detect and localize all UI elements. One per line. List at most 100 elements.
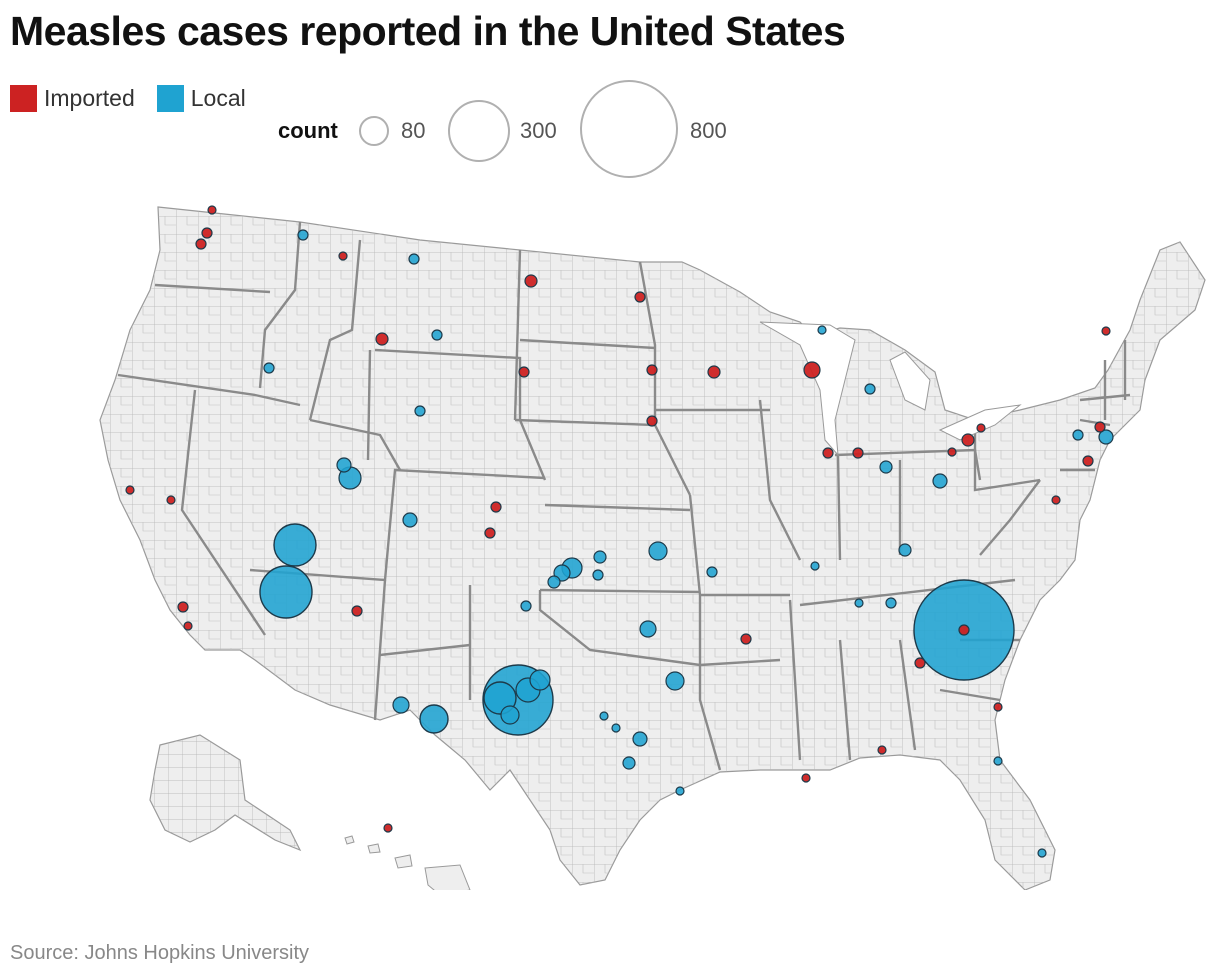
imported-case-bubble	[166, 495, 176, 505]
legend-swatch-imported	[10, 84, 37, 112]
local-case-bubble	[273, 523, 317, 567]
local-case-bubble	[259, 565, 313, 619]
size-legend-label-300: 300	[520, 118, 557, 143]
size-legend-circle-300	[448, 100, 510, 162]
local-case-bubble	[402, 512, 418, 528]
imported-case-bubble	[801, 773, 811, 783]
local-case-bubble	[648, 541, 668, 561]
imported-case-bubble	[947, 447, 957, 457]
imported-case-bubble	[383, 823, 393, 833]
local-case-bubble	[431, 329, 443, 341]
local-case-bubble	[419, 704, 449, 734]
local-case-bubble	[1037, 848, 1047, 858]
local-case-bubble	[599, 711, 609, 721]
local-case-bubble	[639, 620, 657, 638]
imported-case-bubble	[338, 251, 348, 261]
hawaii-island-1	[344, 835, 355, 845]
imported-case-bubble	[201, 227, 213, 239]
local-case-bubble	[1098, 429, 1114, 445]
local-case-bubble	[1072, 429, 1084, 441]
imported-case-bubble	[183, 621, 193, 631]
local-case-bubble	[706, 566, 718, 578]
imported-case-bubble	[351, 605, 363, 617]
local-case-bubble	[622, 756, 636, 770]
local-case-bubble	[675, 786, 685, 796]
us-county-map	[99, 205, 1206, 890]
imported-case-bubble	[1082, 455, 1094, 467]
hawaii	[344, 835, 471, 890]
size-legend-circle-800	[580, 80, 678, 178]
local-case-bubble	[885, 597, 897, 609]
local-case-bubble	[932, 473, 948, 489]
imported-case-bubble	[707, 365, 721, 379]
imported-case-bubble	[646, 364, 658, 376]
imported-case-bubble	[195, 238, 207, 250]
size-legend-label-800: 800	[690, 118, 727, 143]
legend-label-imported: Imported	[44, 84, 135, 111]
imported-case-bubble	[1051, 495, 1061, 505]
imported-case-bubble	[976, 423, 986, 433]
imported-case-bubble	[524, 274, 538, 288]
hawaii-island-2	[367, 843, 381, 854]
local-case-bubble	[993, 756, 1003, 766]
state-borders	[117, 221, 1131, 771]
imported-case-bubble	[993, 702, 1003, 712]
source-note: Source: Johns Hopkins University	[10, 942, 310, 964]
imported-case-bubble	[1094, 421, 1106, 433]
imported-case-bubble	[822, 447, 834, 459]
local-case-bubble	[500, 705, 520, 725]
imported-case-bubble	[634, 291, 646, 303]
hawaii-island-3	[394, 854, 413, 869]
local-case-bubble	[547, 575, 561, 589]
local-case-bubble	[297, 229, 309, 241]
imported-case-bubble	[852, 447, 864, 459]
imported-case-bubble	[484, 527, 496, 539]
local-case-bubble	[592, 569, 604, 581]
legend-item-imported: Imported	[10, 84, 135, 112]
imported-case-bubble	[740, 633, 752, 645]
imported-case-bubble	[961, 433, 975, 447]
local-case-bubble	[263, 362, 275, 374]
local-case-bubble	[520, 600, 532, 612]
imported-case-bubble	[877, 745, 887, 755]
imported-case-bubble	[207, 205, 217, 215]
local-case-bubble	[810, 561, 820, 571]
imported-case-bubble	[958, 624, 970, 636]
imported-case-bubble	[125, 485, 135, 495]
imported-case-bubble	[1101, 326, 1111, 336]
local-case-bubble	[611, 723, 621, 733]
legend-item-local: Local	[156, 84, 246, 112]
size-legend: count 80 300 800	[278, 80, 758, 182]
imported-case-bubble	[914, 657, 926, 669]
size-legend-label-80: 80	[401, 118, 426, 143]
chart-title: Measles cases reported in the United Sta…	[10, 8, 846, 54]
local-case-bubble	[336, 457, 352, 473]
local-case-bubble	[414, 405, 426, 417]
alaska	[149, 734, 302, 852]
case-bubbles	[125, 205, 1114, 858]
legend-swatch-local	[156, 84, 184, 112]
local-case-bubble	[593, 550, 607, 564]
local-case-bubble	[817, 325, 827, 335]
color-legend: Imported Local	[10, 84, 268, 112]
imported-case-bubble	[490, 501, 502, 513]
imported-case-bubble	[803, 361, 821, 379]
size-legend-circle-80	[359, 116, 389, 146]
local-case-bubble	[665, 671, 685, 691]
local-case-bubble	[879, 460, 893, 474]
local-case-bubble	[408, 253, 420, 265]
hawaii-island-4	[424, 864, 471, 890]
local-case-bubble	[898, 543, 912, 557]
local-case-bubble	[529, 669, 551, 691]
imported-case-bubble	[375, 332, 389, 346]
alaska-counties	[150, 735, 300, 850]
size-legend-title: count	[278, 118, 338, 143]
imported-case-bubble	[518, 366, 530, 378]
local-case-bubble	[632, 731, 648, 747]
imported-case-bubble	[177, 601, 189, 613]
legend-label-local: Local	[190, 84, 246, 111]
local-case-bubble	[392, 696, 410, 714]
local-case-bubble	[854, 598, 864, 608]
local-case-bubble	[864, 383, 876, 395]
imported-case-bubble	[646, 415, 658, 427]
